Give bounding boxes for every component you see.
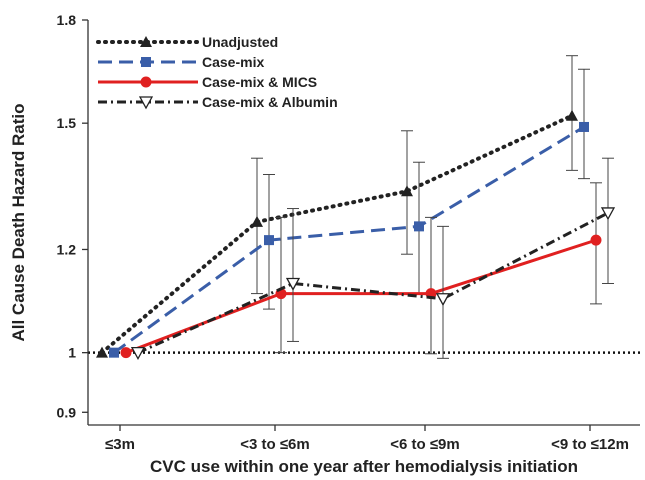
series-line (100, 113, 574, 355)
legend-marker (140, 36, 152, 47)
data-point (251, 215, 263, 227)
legend-marker (138, 96, 154, 110)
series-case-mix-mics (120, 182, 602, 359)
legend: Unadjusted Case-mix Case-mix & MICS Case-mi… (96, 34, 338, 110)
series-unadjusted (96, 55, 578, 358)
x-tick-label: <9 to ≤12m (551, 436, 629, 453)
series-line (113, 125, 585, 354)
data-point (590, 234, 602, 246)
y-tick-label: 1.2 (57, 241, 77, 257)
x-tick-label: <3 to ≤6m (240, 436, 310, 453)
legend-marker (140, 76, 152, 88)
x-axis-title: CVC use within one year after hemodialys… (150, 457, 578, 476)
legend-label: Case-mix & MICS (202, 74, 317, 90)
x-tick-label: <6 to ≤9m (390, 436, 460, 453)
series-layer (96, 55, 616, 361)
data-point (414, 221, 424, 232)
data-point (285, 277, 301, 291)
series-case-mix (109, 68, 590, 358)
x-tick-label: ≤3m (105, 436, 135, 453)
y-tick-label: 1 (68, 345, 76, 361)
x-tick-layer: ≤3m <3 to ≤6m <6 to ≤9m <9 to ≤12m (105, 425, 629, 453)
y-tick-label: 1.5 (57, 115, 77, 131)
series-line (137, 211, 609, 355)
data-point (109, 347, 119, 358)
data-point (579, 121, 589, 132)
legend-label: Unadjusted (202, 34, 278, 50)
y-axis-title: All Cause Death Hazard Ratio (9, 103, 28, 341)
y-tick-label: 1.8 (57, 12, 77, 28)
data-point (600, 207, 616, 221)
data-point (435, 293, 451, 307)
data-point (264, 235, 274, 246)
axes-layer (87, 20, 640, 426)
data-point (566, 109, 578, 121)
series-case-mix-albumin (130, 157, 616, 361)
legend-label: Case-mix (202, 54, 264, 70)
data-point (401, 185, 413, 197)
y-tick-label: 0.9 (57, 404, 77, 420)
data-point (96, 346, 108, 358)
data-point (130, 347, 146, 361)
y-tick-layer: 0.9 1 1.2 1.5 1.8 (57, 12, 88, 420)
data-point (120, 347, 132, 359)
legend-marker (141, 57, 151, 67)
legend-label: Case-mix & Albumin (202, 94, 338, 110)
